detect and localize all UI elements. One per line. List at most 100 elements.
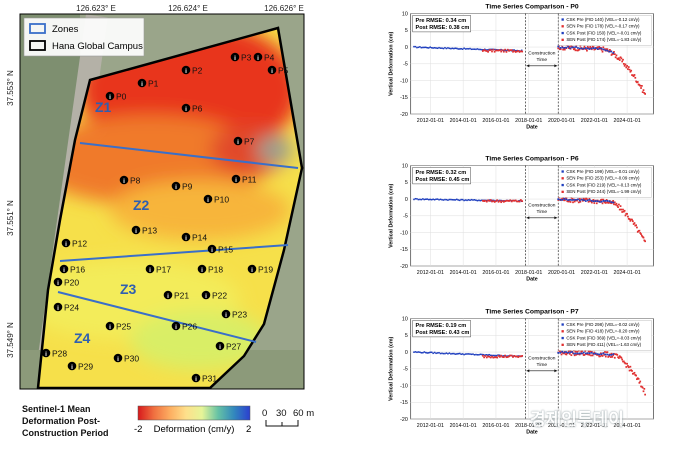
csk-pre-point <box>419 46 421 48</box>
sen-post-point <box>617 206 619 208</box>
csk-post-point <box>563 46 566 49</box>
sen-pre-point <box>500 354 503 357</box>
csk-pre-point <box>503 49 505 52</box>
csk-pre-point <box>433 198 436 201</box>
sen-post-point <box>609 49 611 51</box>
map-point-p13: i P13 <box>131 226 157 236</box>
csk-pre-point <box>444 198 446 201</box>
x-tick-label: 2018-01-01 <box>515 423 542 429</box>
csk-pre-point <box>454 47 457 50</box>
csk-pre-point <box>476 199 479 202</box>
csk-post-point <box>596 200 599 202</box>
sen-post-point <box>627 68 629 70</box>
sen-post-point <box>595 202 598 205</box>
csk-post-point <box>600 47 603 50</box>
map-point-p9: i P9 <box>171 182 193 192</box>
sen-post-point <box>622 210 625 213</box>
csk-pre-point <box>447 47 449 49</box>
svg-text:i: i <box>219 344 221 351</box>
sen-post-point <box>624 63 627 66</box>
sen-post-point <box>574 49 577 52</box>
sen-post-point <box>612 200 615 202</box>
map-point-label: P11 <box>242 175 257 185</box>
map-point-label: P4 <box>264 53 275 63</box>
csk-pre-point <box>460 353 462 356</box>
csk-pre-point <box>429 46 431 48</box>
y-tick-label: -5 <box>403 367 408 373</box>
sen-post-point <box>565 197 568 200</box>
map-point-p25: i P25 <box>105 322 131 332</box>
csk-pre-point <box>466 47 468 50</box>
sen-pre-point <box>489 49 492 51</box>
sen-pre-point <box>496 49 499 52</box>
sen-pre-point <box>487 355 489 358</box>
sen-post-point <box>627 365 629 367</box>
csk-post-point <box>604 353 607 356</box>
map-point-label: P2 <box>192 66 203 76</box>
csk-post-point <box>610 201 613 204</box>
sen-pre-point <box>516 355 518 358</box>
lon-tick-0: 126.623° E <box>76 4 116 13</box>
caption-line-3: Construction Period <box>22 428 109 438</box>
csk-pre-point <box>515 50 517 52</box>
csk-pre-point <box>461 198 464 201</box>
map-point-label: P3 <box>241 53 252 63</box>
csk-pre-point <box>441 198 443 201</box>
sen-post-point <box>602 198 605 201</box>
csk-post-point <box>602 199 605 202</box>
csk-post-point <box>610 354 613 356</box>
map-point-p11: i P11 <box>231 175 257 185</box>
csk-pre-point <box>475 48 477 51</box>
sen-pre-point <box>516 200 518 203</box>
sen-post-point <box>613 51 615 53</box>
csk-post-point <box>598 200 601 203</box>
rmse-text: Pre RMSE: 0.19 cm <box>416 323 467 329</box>
csk-pre-point <box>450 198 452 201</box>
sen-pre-point <box>499 199 501 202</box>
sen-pre-point <box>495 200 497 203</box>
sen-pre-point <box>491 200 493 203</box>
sen-pre-point <box>517 200 520 203</box>
legend-label-zones: Zones <box>52 24 79 35</box>
sen-post-point <box>627 66 630 68</box>
csk-post-point <box>565 351 567 353</box>
csk-post-point <box>561 199 564 201</box>
csk-pre-point <box>422 198 424 200</box>
colorbar-label: Deformation (cm/y) <box>154 424 235 435</box>
csk-post-point <box>575 352 577 355</box>
csk-pre-point <box>469 199 471 202</box>
csk-post-point <box>586 47 589 50</box>
map-point-p21: i P21 <box>163 291 189 301</box>
sen-post-point <box>598 46 601 48</box>
svg-text:i: i <box>185 68 187 75</box>
map-point-label: P0 <box>116 92 127 102</box>
chart-title: Time Series Comparison - P7 <box>485 309 579 316</box>
csk-pre-point <box>427 198 430 201</box>
csk-pre-point <box>495 354 498 357</box>
map-point-p2: i P2 <box>181 66 203 76</box>
csk-pre-point <box>444 352 446 355</box>
map-point-p26: i P26 <box>171 322 197 332</box>
csk-post-point <box>588 198 591 201</box>
legend-entry: CSK Post (FID 219) (VEL=-0.13 cm/y) <box>566 182 642 187</box>
time-series-charts: Time Series Comparison - P0 10 5 0 -5 -10 -15 -… <box>355 0 681 455</box>
sen-post-point <box>625 366 628 368</box>
sen-post-point <box>579 44 582 47</box>
svg-text:i: i <box>175 324 177 331</box>
csk-pre-point <box>500 199 502 202</box>
csk-post-point <box>608 50 611 53</box>
csk-pre-point <box>436 47 439 50</box>
sen-pre-point <box>521 355 524 357</box>
colorbar-max-label: 2 <box>246 424 251 435</box>
csk-post-point <box>588 352 591 355</box>
csk-pre-point <box>414 45 417 48</box>
csk-pre-point <box>439 198 442 201</box>
csk-post-point <box>596 48 599 51</box>
csk-pre-point <box>500 48 502 51</box>
sen-post-point <box>586 49 588 52</box>
sen-post-point <box>605 199 608 201</box>
sen-pre-point <box>505 199 508 202</box>
csk-pre-point <box>441 352 443 355</box>
csk-pre-point <box>472 353 474 355</box>
csk-pre-point <box>451 352 454 355</box>
